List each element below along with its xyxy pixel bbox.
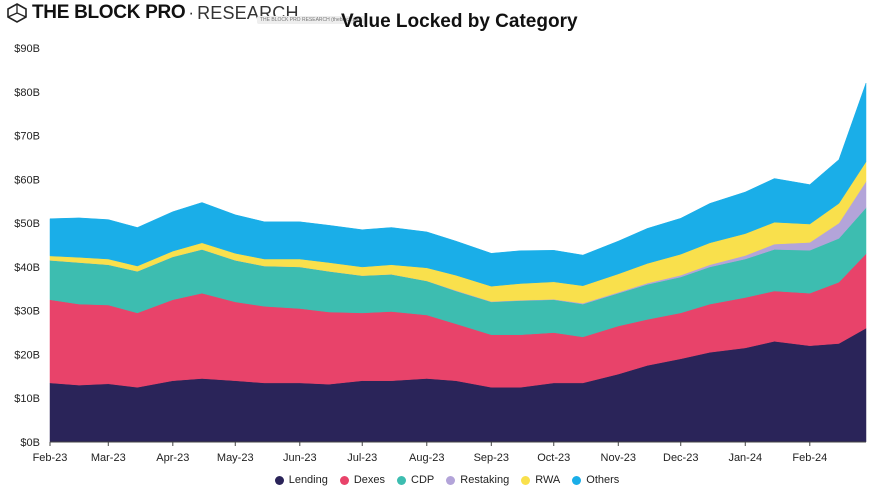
- legend-item-rwa: RWA: [521, 474, 560, 486]
- y-tick-label: $40B: [14, 262, 40, 274]
- legend-swatch-icon: [397, 475, 407, 485]
- y-tick-label: $30B: [14, 306, 40, 318]
- legend-swatch-icon: [572, 475, 582, 485]
- legend-label: Dexes: [353, 474, 386, 486]
- x-tick-label: Jun-23: [283, 452, 317, 464]
- legend-swatch-icon: [339, 475, 349, 485]
- legend-item-restaking: Restaking: [446, 474, 509, 486]
- legend-label: Restaking: [460, 474, 510, 486]
- x-tick-label: Dec-23: [663, 452, 698, 464]
- x-tick-label: Aug-23: [409, 452, 444, 464]
- legend-item-others: Others: [572, 474, 619, 486]
- y-tick-label: $80B: [14, 87, 40, 99]
- brand-separator: ·: [188, 3, 195, 22]
- the-block-logo-icon: [7, 3, 27, 23]
- y-tick-label: $70B: [14, 131, 40, 143]
- stacked-area-chart: $0B $10B $20B $30B $40B $50B $60B $70B $80B $90B F…: [14, 43, 867, 464]
- legend-swatch-icon: [274, 475, 284, 485]
- legend-swatch-icon: [446, 475, 456, 485]
- legend-swatch-icon: [521, 475, 531, 485]
- chart-legend: Lending Dexes CDP Restaking RWA Others: [0, 474, 894, 486]
- x-tick-label: Jul-23: [347, 452, 377, 464]
- x-tick-label: Sep-23: [474, 452, 509, 464]
- y-tick-label: $50B: [14, 218, 40, 230]
- legend-item-dexes: Dexes: [339, 474, 386, 486]
- y-tick-label: $90B: [14, 43, 40, 55]
- legend-label: Others: [586, 474, 620, 486]
- brand-name: THE BLOCK PRO: [32, 2, 186, 23]
- legend-item-lending: Lending: [274, 474, 328, 486]
- chart-title: Value Locked by Category: [341, 11, 578, 32]
- x-tick-label: Jan-24: [728, 452, 762, 464]
- legend-item-cdp: CDP: [397, 474, 434, 486]
- x-tick-label: Feb-24: [792, 452, 827, 464]
- legend-label: CDP: [411, 474, 435, 486]
- y-tick-label: $20B: [14, 349, 40, 361]
- area-series-group: [49, 82, 867, 443]
- legend-label: Lending: [288, 474, 328, 486]
- brand-tag: THE BLOCK PRO RESEARCH (theblock.pro): [257, 16, 365, 24]
- y-tick-label: $10B: [14, 393, 40, 405]
- x-tick-label: Mar-23: [91, 452, 126, 464]
- y-tick-label: $0B: [20, 437, 40, 449]
- x-tick-label: Nov-23: [601, 452, 636, 464]
- x-tick-label: Apr-23: [156, 452, 189, 464]
- x-tick-label: Oct-23: [537, 452, 570, 464]
- area-others: [49, 82, 867, 287]
- legend-label: RWA: [535, 474, 561, 486]
- x-tick-label: May-23: [217, 452, 254, 464]
- x-tick-label: Feb-23: [33, 452, 68, 464]
- axes-group: $0B $10B $20B $30B $40B $50B $60B $70B $80B $90B F…: [14, 43, 866, 464]
- y-tick-label: $60B: [14, 174, 40, 186]
